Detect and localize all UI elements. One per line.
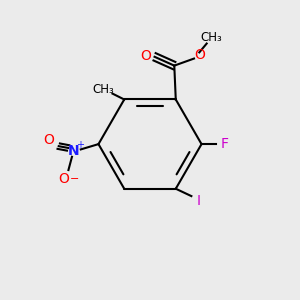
Text: O: O [194, 48, 205, 62]
Text: CH₃: CH₃ [200, 31, 222, 44]
Text: +: + [76, 140, 84, 150]
Text: I: I [197, 194, 201, 208]
Text: F: F [221, 137, 229, 151]
Text: N: N [68, 145, 79, 158]
Text: O: O [140, 49, 151, 63]
Text: O: O [58, 172, 70, 186]
Text: −: − [69, 174, 79, 184]
Text: CH₃: CH₃ [93, 83, 115, 96]
Text: O: O [44, 133, 54, 147]
